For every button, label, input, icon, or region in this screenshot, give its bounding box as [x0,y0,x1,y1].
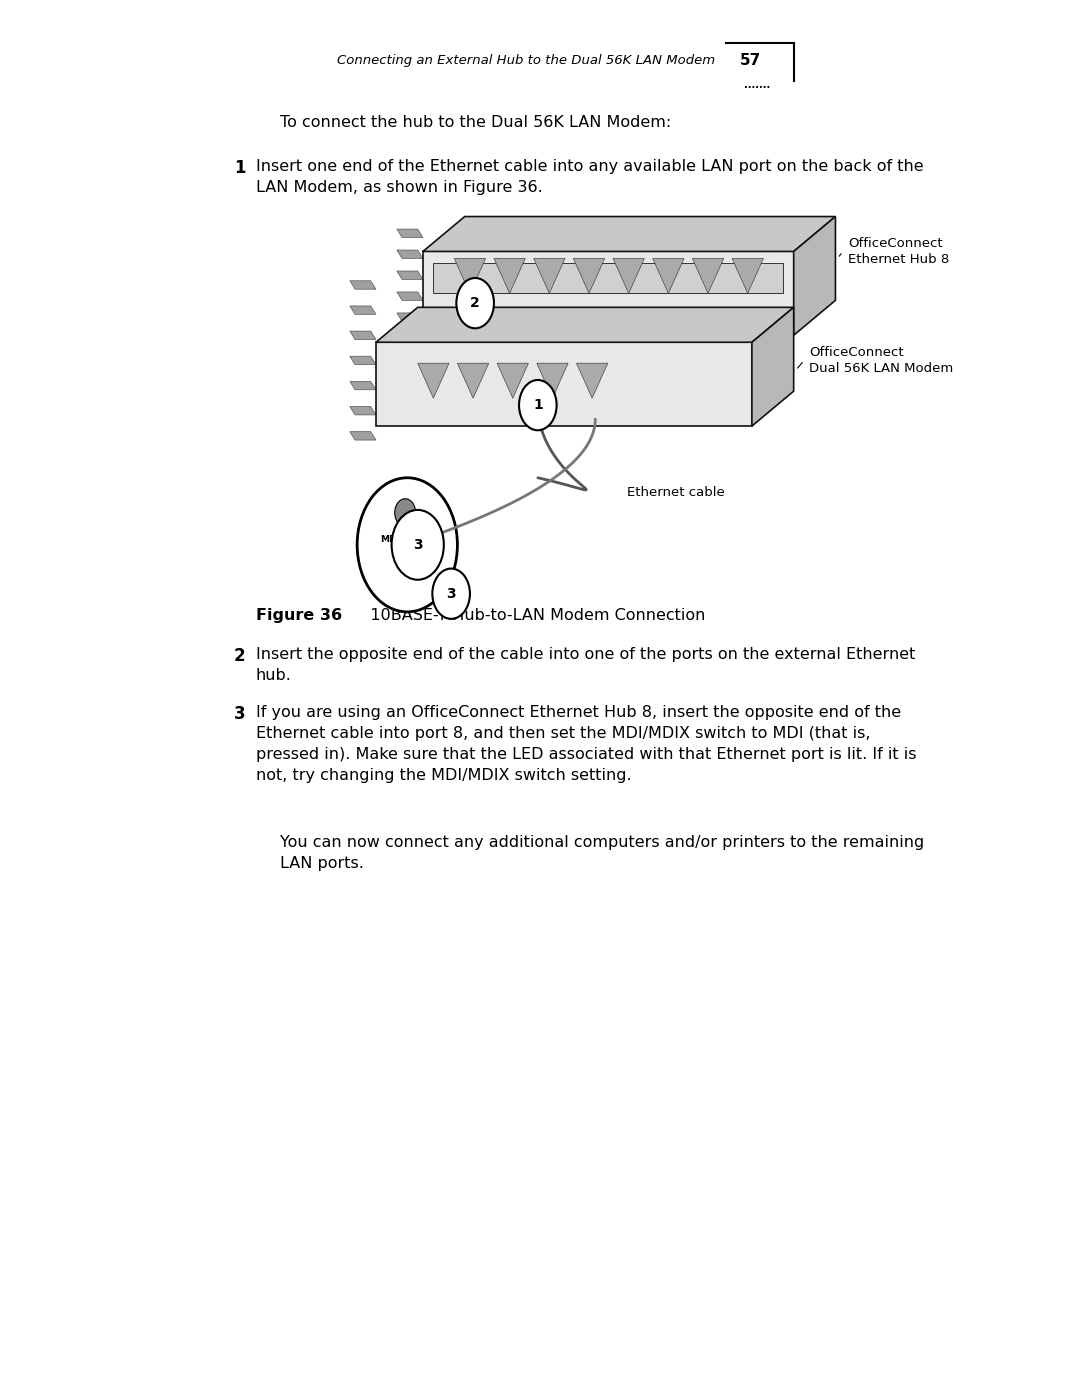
Polygon shape [396,313,423,321]
Polygon shape [752,307,794,426]
Polygon shape [494,258,525,293]
Polygon shape [350,381,376,390]
Polygon shape [396,292,423,300]
Bar [433,263,783,293]
Text: OfficeConnect
Dual 56K LAN Modem: OfficeConnect Dual 56K LAN Modem [809,346,954,374]
Polygon shape [396,271,423,279]
Text: 1: 1 [234,159,245,177]
Polygon shape [497,363,528,398]
Text: You can now connect any additional computers and/or printers to the remaining
LA: You can now connect any additional compu… [280,835,924,872]
Polygon shape [537,363,568,398]
Text: .......: ....... [744,80,770,91]
Text: 1: 1 [532,398,542,412]
Polygon shape [534,258,565,293]
Polygon shape [794,217,836,335]
Text: 2: 2 [234,647,245,665]
Polygon shape [350,432,376,440]
Text: 57: 57 [740,53,760,67]
Text: Connecting an External Hub to the Dual 56K LAN Modem: Connecting an External Hub to the Dual 5… [337,53,715,67]
Circle shape [357,478,458,612]
Bar [376,342,752,426]
Polygon shape [423,217,836,251]
Circle shape [457,278,494,328]
Text: 2: 2 [470,296,480,310]
Text: Insert one end of the Ethernet cable into any available LAN port on the back of : Insert one end of the Ethernet cable int… [256,159,923,196]
Polygon shape [652,258,684,293]
Polygon shape [613,258,645,293]
Circle shape [519,380,556,430]
Text: Insert the opposite end of the cable into one of the ports on the external Ether: Insert the opposite end of the cable int… [256,647,915,683]
Polygon shape [350,281,376,289]
Polygon shape [350,407,376,415]
Polygon shape [376,307,794,342]
Polygon shape [692,258,724,293]
Circle shape [432,569,470,619]
Polygon shape [350,306,376,314]
Polygon shape [350,331,376,339]
Text: MDI/MDIX: MDI/MDIX [380,535,430,543]
Text: If you are using an OfficeConnect Ethernet Hub 8, insert the opposite end of the: If you are using an OfficeConnect Ethern… [256,705,916,784]
Circle shape [392,510,444,580]
Polygon shape [577,363,608,398]
Bar [423,251,794,335]
Circle shape [395,499,416,527]
Text: 3: 3 [446,587,456,601]
Polygon shape [573,258,605,293]
Polygon shape [455,258,486,293]
Text: 3: 3 [234,705,245,724]
Polygon shape [458,363,489,398]
Text: To connect the hub to the Dual 56K LAN Modem:: To connect the hub to the Dual 56K LAN M… [280,115,671,130]
Polygon shape [350,356,376,365]
Text: Figure 36: Figure 36 [256,608,342,623]
Polygon shape [732,258,764,293]
Polygon shape [396,250,423,258]
Text: OfficeConnect
Ethernet Hub 8: OfficeConnect Ethernet Hub 8 [848,237,949,265]
Text: 10BASE-T Hub-to-LAN Modem Connection: 10BASE-T Hub-to-LAN Modem Connection [355,608,705,623]
Polygon shape [396,229,423,237]
Text: 3: 3 [413,538,422,552]
Text: Ethernet cable: Ethernet cable [626,486,725,499]
Polygon shape [418,363,449,398]
